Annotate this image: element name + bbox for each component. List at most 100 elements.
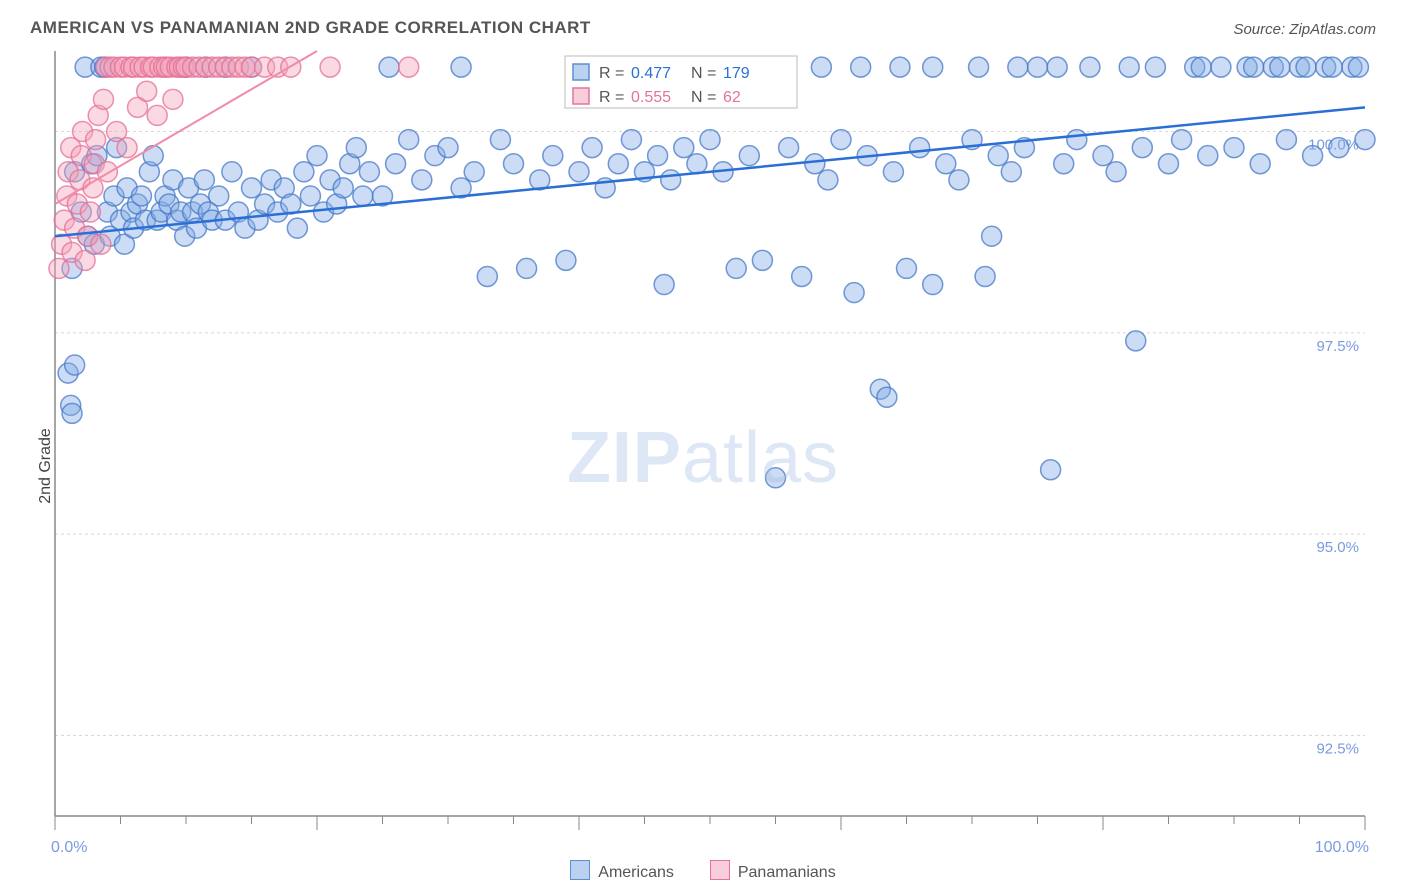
data-point [91, 234, 111, 254]
data-point [294, 162, 314, 182]
data-point [333, 178, 353, 198]
stats-r-value: 0.555 [631, 89, 671, 106]
data-point [399, 130, 419, 150]
stats-n-label: N = [691, 65, 716, 82]
legend-item: Panamanians [710, 860, 836, 882]
data-point [65, 355, 85, 375]
data-point [451, 57, 471, 77]
data-point [654, 275, 674, 295]
data-point [1303, 146, 1323, 166]
data-point [1276, 130, 1296, 150]
data-point [582, 138, 602, 158]
data-point [1159, 154, 1179, 174]
data-point [1067, 130, 1087, 150]
data-point [1047, 57, 1067, 77]
data-point [851, 57, 871, 77]
data-point [62, 403, 82, 423]
data-point [674, 138, 694, 158]
data-point [97, 162, 117, 182]
data-point [137, 81, 157, 101]
data-point [399, 57, 419, 77]
data-point [910, 138, 930, 158]
data-point [143, 146, 163, 166]
data-point [209, 186, 229, 206]
stats-swatch [573, 64, 589, 80]
data-point [86, 130, 106, 150]
data-point [1244, 57, 1264, 77]
y-tick-label: 92.5% [1316, 740, 1359, 757]
data-point [1211, 57, 1231, 77]
data-point [877, 387, 897, 407]
chart-area: 2nd Grade 92.5%95.0%97.5%100.0%0.0%100.0… [0, 46, 1406, 886]
data-point [844, 283, 864, 303]
data-point [982, 226, 1002, 246]
data-point [80, 202, 100, 222]
legend-swatch [710, 860, 730, 880]
x-max-label: 100.0% [1315, 839, 1369, 856]
data-point [818, 170, 838, 190]
stats-r-label: R = [599, 65, 624, 82]
data-point [49, 258, 69, 278]
data-point [1126, 331, 1146, 351]
data-point [222, 162, 242, 182]
stats-n-label: N = [691, 89, 716, 106]
source-label: Source: ZipAtlas.com [1233, 21, 1376, 38]
data-point [1348, 57, 1368, 77]
data-point [1172, 130, 1192, 150]
data-point [1296, 57, 1316, 77]
data-point [1041, 460, 1061, 480]
data-point [131, 186, 151, 206]
data-point [569, 162, 589, 182]
data-point [379, 57, 399, 77]
data-point [556, 250, 576, 270]
stats-r-label: R = [599, 89, 624, 106]
data-point [969, 57, 989, 77]
data-point [386, 154, 406, 174]
data-point [490, 130, 510, 150]
data-point [752, 250, 772, 270]
data-point [726, 258, 746, 278]
chart-title: AMERICAN VS PANAMANIAN 2ND GRADE CORRELA… [30, 18, 591, 38]
scatter-plot-svg: 92.5%95.0%97.5%100.0%0.0%100.0%R =0.477N… [0, 46, 1406, 886]
data-point [287, 218, 307, 238]
data-point [75, 250, 95, 270]
stats-n-value: 179 [723, 65, 750, 82]
legend-swatch [570, 860, 590, 880]
data-point [412, 170, 432, 190]
data-point [988, 146, 1008, 166]
stats-swatch [573, 88, 589, 104]
legend-label: Americans [598, 864, 674, 881]
data-point [543, 146, 563, 166]
data-point [831, 130, 851, 150]
data-point [792, 266, 812, 286]
data-point [1054, 154, 1074, 174]
data-point [936, 154, 956, 174]
data-point [1080, 57, 1100, 77]
data-point [163, 89, 183, 109]
data-point [1329, 138, 1349, 158]
data-point [1008, 57, 1028, 77]
data-point [307, 146, 327, 166]
data-point [346, 138, 366, 158]
data-point [242, 178, 262, 198]
data-point [700, 130, 720, 150]
legend-label: Panamanians [738, 864, 836, 881]
data-point [779, 138, 799, 158]
data-point [1191, 57, 1211, 77]
x-min-label: 0.0% [51, 839, 87, 856]
data-point [890, 57, 910, 77]
data-point [811, 57, 831, 77]
y-tick-label: 97.5% [1316, 338, 1359, 355]
data-point [1001, 162, 1021, 182]
data-point [897, 258, 917, 278]
data-point [1270, 57, 1290, 77]
data-point [147, 105, 167, 125]
data-point [923, 275, 943, 295]
data-point [883, 162, 903, 182]
data-point [504, 154, 524, 174]
data-point [281, 194, 301, 214]
bottom-legend: Americans Panamanians [0, 860, 1406, 882]
data-point [766, 468, 786, 488]
legend-item: Americans [570, 860, 674, 882]
data-point [517, 258, 537, 278]
